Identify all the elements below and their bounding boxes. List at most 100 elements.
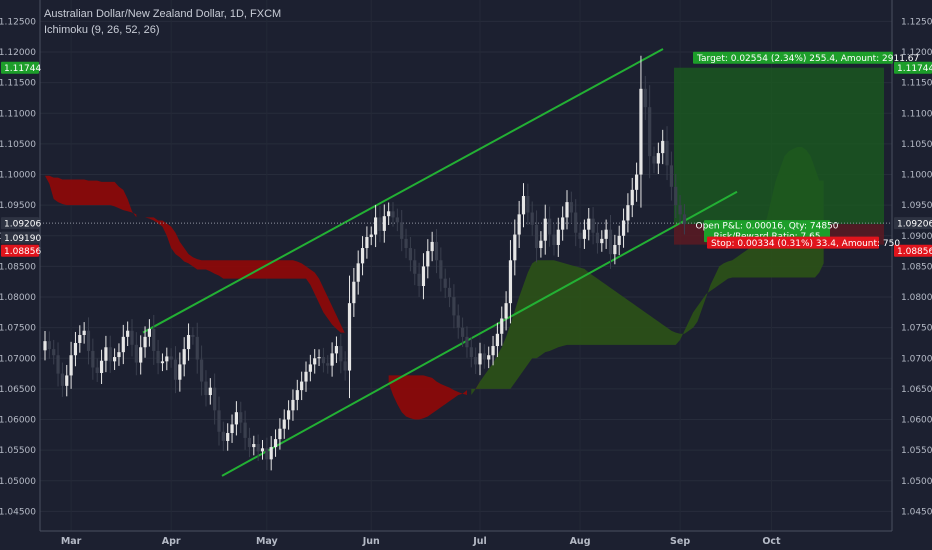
candle-body bbox=[382, 216, 386, 231]
y-tick-label-left: 1.05000 bbox=[0, 477, 36, 487]
candle-body bbox=[260, 448, 265, 452]
price-tag-current-right: 1.09206 bbox=[894, 217, 932, 229]
candle-body bbox=[65, 375, 69, 386]
y-tick-label-left: 1.06000 bbox=[0, 416, 36, 426]
symbol-title[interactable]: Australian Dollar/New Zealand Dollar, 1D… bbox=[44, 8, 282, 20]
candle-body bbox=[404, 238, 408, 249]
candle-body bbox=[595, 232, 600, 244]
target-label[interactable]: Target: 0.02554 (2.34%) 255.4, Amount: 2… bbox=[693, 51, 919, 64]
candle-body bbox=[234, 412, 238, 425]
candle-body bbox=[465, 336, 469, 348]
candle-body bbox=[482, 353, 486, 360]
y-tick-label-right: 1.08500 bbox=[901, 262, 932, 272]
candle-body bbox=[447, 287, 452, 298]
stop-label[interactable]: Stop: 0.00334 (0.31%) 33.4, Amount: 750 bbox=[707, 236, 900, 249]
candle-body bbox=[521, 195, 526, 215]
candle-body bbox=[648, 107, 652, 157]
ichimoku-cloud-bearish bbox=[45, 175, 480, 420]
candle-body bbox=[652, 156, 656, 164]
candle-body bbox=[591, 218, 595, 233]
candle-body bbox=[374, 217, 378, 235]
channel-lower-line[interactable] bbox=[221, 190, 738, 477]
candle-body bbox=[421, 266, 426, 287]
candle-body bbox=[287, 410, 291, 420]
candle-body bbox=[500, 318, 504, 334]
candle-body bbox=[200, 359, 204, 382]
candle-body bbox=[334, 346, 339, 354]
candle-body bbox=[165, 356, 169, 362]
y-tick-label-right: 1.12000 bbox=[901, 48, 932, 58]
candle-body bbox=[195, 336, 199, 360]
candle-body bbox=[587, 218, 591, 230]
x-tick-label: Apr bbox=[162, 536, 181, 547]
candle-body bbox=[126, 330, 130, 337]
y-tick-label-right: 1.07000 bbox=[901, 354, 932, 364]
price-tag-entry-left: 1.09190 bbox=[1, 231, 41, 244]
candle-body bbox=[408, 248, 412, 261]
svg-text:Target: 0.02554 (2.34%) 255.4,: Target: 0.02554 (2.34%) 255.4, Amount: 2… bbox=[696, 54, 919, 64]
candle-body bbox=[304, 371, 308, 382]
candle-body bbox=[217, 410, 221, 432]
candle-body bbox=[356, 263, 360, 282]
candle-body bbox=[608, 229, 613, 255]
candle-body bbox=[474, 357, 478, 365]
candle-body bbox=[369, 234, 373, 238]
indicator-label[interactable]: Ichimoku (9, 26, 52, 26) bbox=[44, 24, 160, 36]
y-tick-label-right: 1.09000 bbox=[901, 232, 932, 242]
candle-body bbox=[565, 202, 569, 218]
candle-body bbox=[247, 437, 252, 448]
candle-body bbox=[347, 303, 352, 371]
candle-body bbox=[213, 387, 217, 411]
candle-body bbox=[99, 360, 104, 373]
candle-body bbox=[495, 333, 499, 347]
candle-body bbox=[665, 140, 669, 166]
candle-body bbox=[504, 303, 508, 319]
candle-body bbox=[574, 212, 578, 233]
candle-body bbox=[143, 336, 147, 348]
candle-body bbox=[91, 350, 95, 368]
candle-body bbox=[86, 330, 91, 351]
svg-text:1.08856: 1.08856 bbox=[4, 247, 41, 257]
candle-body bbox=[539, 240, 543, 249]
candle-body bbox=[674, 186, 678, 206]
candle-body bbox=[330, 353, 334, 366]
candle-body bbox=[321, 357, 325, 364]
candle-body bbox=[226, 433, 230, 441]
candle-body bbox=[239, 412, 243, 423]
svg-text:1.09206: 1.09206 bbox=[4, 219, 41, 229]
x-tick-label: May bbox=[256, 536, 279, 547]
price-tag-stop-right: 1.08856 bbox=[894, 244, 932, 257]
y-tick-label-right: 1.06000 bbox=[901, 416, 932, 426]
candle-body bbox=[617, 235, 621, 245]
candle-body bbox=[387, 211, 391, 217]
candle-body bbox=[365, 237, 369, 249]
candle-body bbox=[661, 140, 665, 154]
y-tick-label-left: 1.12000 bbox=[0, 48, 36, 58]
candle-body bbox=[478, 353, 482, 365]
candle-body bbox=[134, 344, 138, 363]
candle-body bbox=[487, 355, 491, 360]
candle-body bbox=[147, 328, 151, 337]
left-axis-ticks: 1.12500 1.12000 1.11500 1.11000 1.10500 1.100… bbox=[0, 17, 36, 517]
candle-body bbox=[252, 444, 256, 448]
price-tag-current-left: 1.09206 bbox=[1, 217, 41, 229]
target-zone bbox=[674, 67, 884, 225]
y-tick-label-right: 1.12500 bbox=[901, 17, 932, 27]
candle-body bbox=[269, 447, 273, 460]
ichimoku-cloud-bullish bbox=[471, 146, 824, 396]
y-tick-label-right: 1.10500 bbox=[901, 140, 932, 150]
candle-body bbox=[295, 390, 299, 400]
svg-text:1.08856: 1.08856 bbox=[897, 247, 932, 257]
candle-body bbox=[626, 205, 630, 221]
channel-upper-line[interactable] bbox=[142, 48, 664, 334]
candle-body bbox=[265, 448, 269, 460]
candle-body bbox=[430, 241, 434, 252]
candle-body bbox=[548, 218, 552, 235]
candle-body bbox=[121, 336, 125, 353]
candle-body bbox=[69, 355, 73, 376]
candle-body bbox=[308, 364, 312, 372]
candle-body bbox=[491, 346, 495, 356]
y-tick-label-right: 1.08000 bbox=[901, 293, 932, 303]
candle-body bbox=[156, 350, 160, 364]
